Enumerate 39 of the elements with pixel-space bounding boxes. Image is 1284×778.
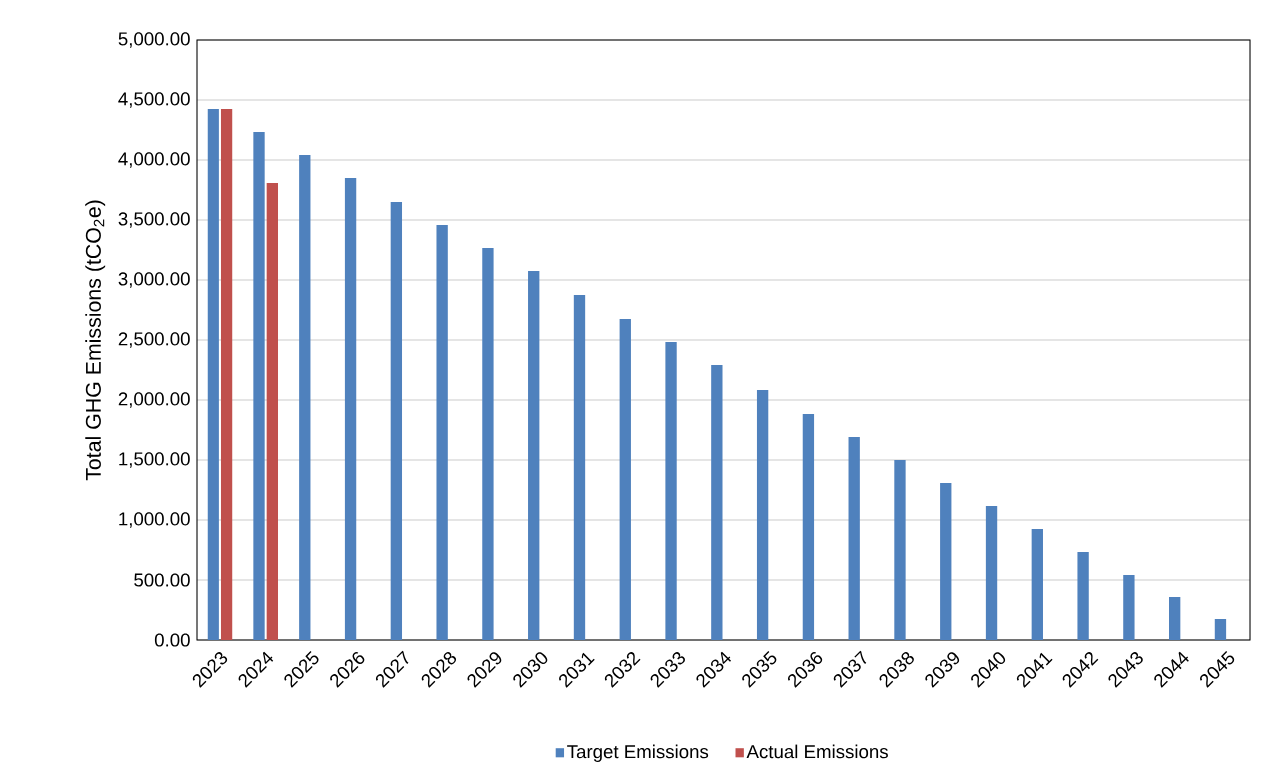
legend-label: Target Emissions: [567, 744, 709, 762]
bar: [207, 109, 219, 640]
bar: [299, 154, 311, 640]
bar: [1077, 552, 1089, 640]
bar: [1169, 597, 1181, 640]
bar: [619, 319, 631, 640]
bar: [665, 342, 677, 640]
bar: [436, 225, 448, 640]
y-tick-label: 1,500.00: [119, 452, 190, 468]
bar: [894, 460, 906, 640]
y-tick-label: 500.00: [134, 573, 190, 587]
y-tick-label: 3,000.00: [118, 272, 190, 288]
y-tick-label: 2,000.00: [118, 392, 190, 408]
bar: [573, 295, 586, 640]
y-tick-label: 0.00: [154, 633, 190, 647]
bar: [802, 414, 815, 640]
bar: [390, 202, 403, 640]
bar: [482, 247, 494, 640]
bar: [266, 183, 279, 640]
y-tick-label: 2,500.00: [118, 332, 190, 348]
y-tick-label: 3,500.00: [118, 212, 190, 228]
bar: [1031, 529, 1043, 640]
bar: [253, 132, 265, 640]
bar: [220, 109, 233, 640]
bar: [711, 364, 723, 640]
bar: [985, 505, 998, 640]
y-tick-label: 4,000.00: [118, 152, 190, 168]
y-axis-title: Total GHG Emissions (tCO$_{2}$e): [85, 200, 106, 481]
y-tick-label: 1,000.00: [119, 512, 190, 528]
bar: [528, 271, 540, 640]
bar: [1123, 574, 1135, 640]
bar: [344, 178, 357, 640]
y-tick-label: 5,000.00: [118, 32, 190, 48]
y-tick-label: 4,500.00: [118, 92, 190, 108]
legend-label: Actual Emissions: [746, 744, 888, 759]
bar: [848, 436, 860, 640]
bar: [1214, 619, 1227, 640]
bar: [940, 483, 952, 640]
bar: [756, 390, 769, 640]
